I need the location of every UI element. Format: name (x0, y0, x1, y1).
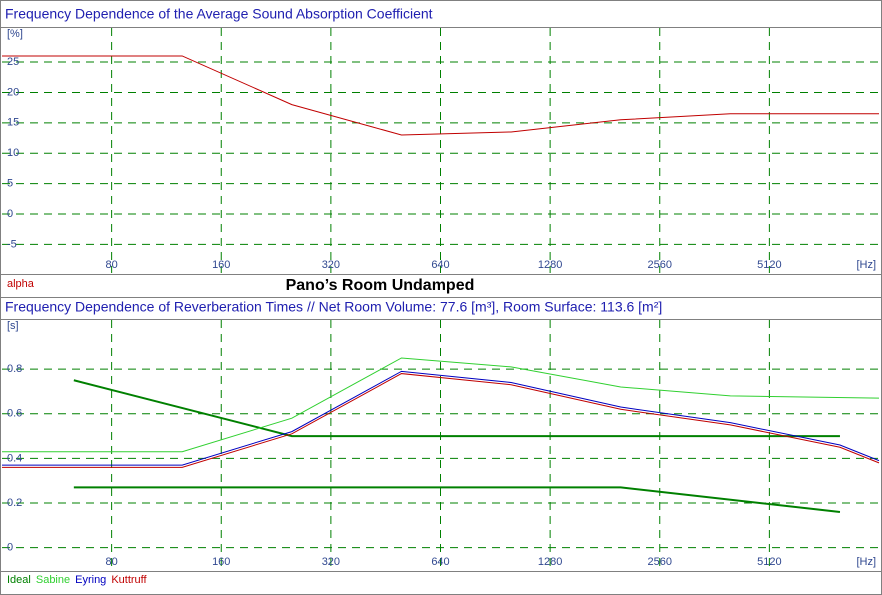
y-tick-label: 5 (7, 178, 13, 190)
y-tick-label: 0.2 (7, 497, 22, 509)
series-line (2, 55, 879, 136)
y-tick-label: 0.4 (7, 452, 22, 464)
y-tick-label: 25 (7, 56, 19, 68)
y-tick-label: 0.8 (7, 363, 22, 375)
legend-entry: Kuttruff (111, 574, 147, 586)
legend-entry: Sabine (36, 574, 70, 586)
series-line (2, 373, 880, 468)
series-line (2, 370, 880, 466)
y-tick-label: 15 (7, 117, 19, 129)
x-tick-label: 5120 (757, 556, 781, 568)
x-tick-label: 5120 (757, 259, 781, 271)
x-tick-label: 640 (431, 556, 449, 568)
series-line (2, 357, 880, 453)
x-tick-label: 320 (322, 556, 340, 568)
x-axis-unit: [Hz] (856, 259, 876, 271)
y-tick-label: 0 (7, 542, 13, 554)
room-title: Pano’s Room Undamped (286, 277, 475, 294)
x-tick-label: 640 (431, 259, 449, 271)
y-tick-label: 10 (7, 147, 19, 159)
y-tick-label: 20 (7, 86, 19, 98)
x-tick-label: 2560 (648, 259, 672, 271)
chart-title: Frequency Dependence of the Average Soun… (5, 6, 433, 22)
y-tick-label: -5 (7, 238, 17, 250)
x-axis-unit: [Hz] (856, 556, 876, 568)
x-tick-label: 320 (322, 259, 340, 271)
series-line (73, 379, 841, 513)
y-axis-unit: [s] (7, 320, 19, 332)
x-tick-label: 160 (212, 259, 230, 271)
y-tick-label: 0 (7, 208, 13, 220)
x-tick-label: 80 (106, 259, 118, 271)
y-tick-label: 0.6 (7, 408, 22, 420)
legend-entry: Ideal (7, 574, 31, 586)
x-tick-label: 1280 (538, 259, 562, 271)
legend-entry: Eyring (75, 574, 106, 586)
y-axis-unit: [%] (7, 28, 23, 40)
x-tick-label: 80 (106, 556, 118, 568)
x-tick-label: 1280 (538, 556, 562, 568)
x-tick-label: 2560 (648, 556, 672, 568)
chart-title: Frequency Dependence of Reverberation Ti… (5, 299, 662, 315)
x-tick-label: 160 (212, 556, 230, 568)
legend-entry: alpha (7, 278, 35, 290)
